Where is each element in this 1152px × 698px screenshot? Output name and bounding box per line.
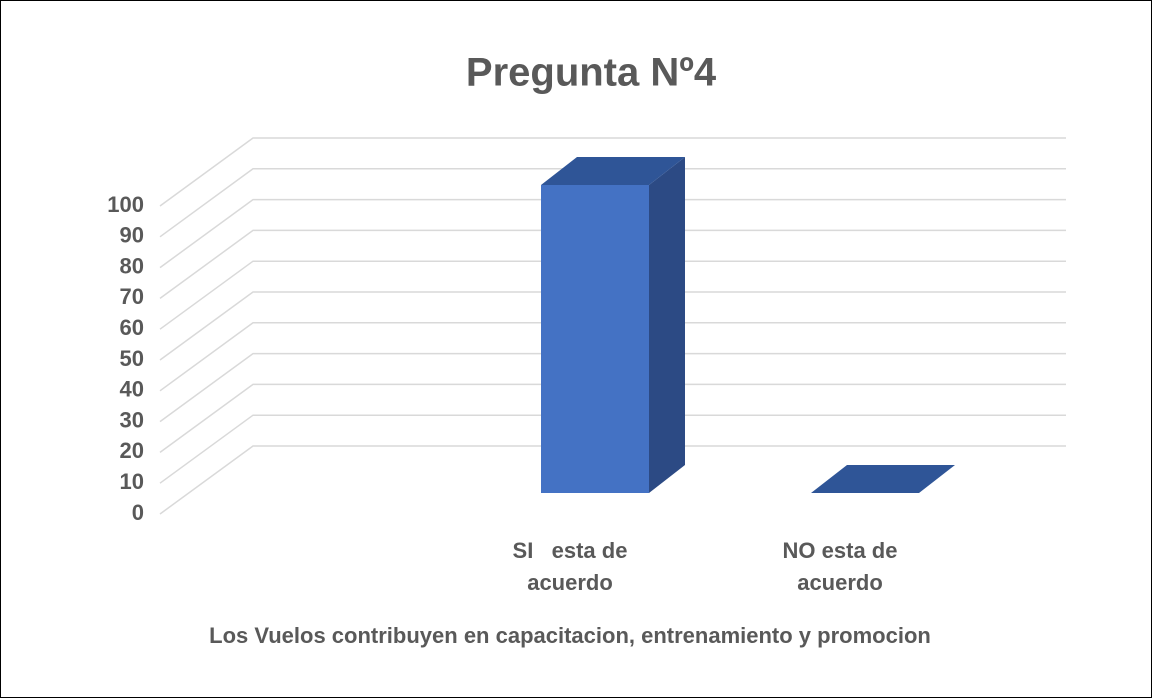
chart-title: Pregunta Nº4 [466, 51, 717, 95]
grid-line [159, 383, 1066, 454]
y-tick-label: 30 [120, 407, 144, 432]
grid-line [159, 260, 1066, 330]
x-tick-label: SI esta de acuerdo [512, 538, 634, 595]
grid-line [159, 291, 1066, 361]
grid-line [159, 414, 1066, 484]
y-tick-label: 80 [120, 253, 144, 278]
x-axis-title: Los Vuelos contribuyen en capacitacion, … [209, 623, 931, 648]
grid-line [159, 352, 1066, 423]
grid-line [159, 445, 1066, 515]
bar-top [541, 157, 685, 185]
y-tick-label: 10 [120, 469, 144, 494]
grid-line [159, 168, 1066, 238]
bar [541, 157, 685, 493]
bar-front [541, 185, 649, 493]
grid-line [159, 229, 1066, 300]
grid-line [159, 137, 1066, 207]
x-tick-label: NO esta de acuerdo [782, 538, 904, 595]
y-tick-label: 20 [120, 438, 144, 463]
y-tick-label: 100 [107, 192, 144, 217]
y-tick-label: 70 [120, 284, 144, 309]
y-tick-label: 90 [120, 223, 144, 248]
y-tick-label: 0 [132, 500, 144, 525]
y-tick-label: 40 [120, 377, 144, 402]
bar [811, 465, 955, 493]
bar-side [649, 157, 685, 493]
y-tick-label: 60 [120, 315, 144, 340]
bar-top [811, 465, 955, 493]
grid-line [159, 198, 1066, 269]
y-tick-label: 50 [120, 346, 144, 371]
grid-line [159, 322, 1066, 392]
